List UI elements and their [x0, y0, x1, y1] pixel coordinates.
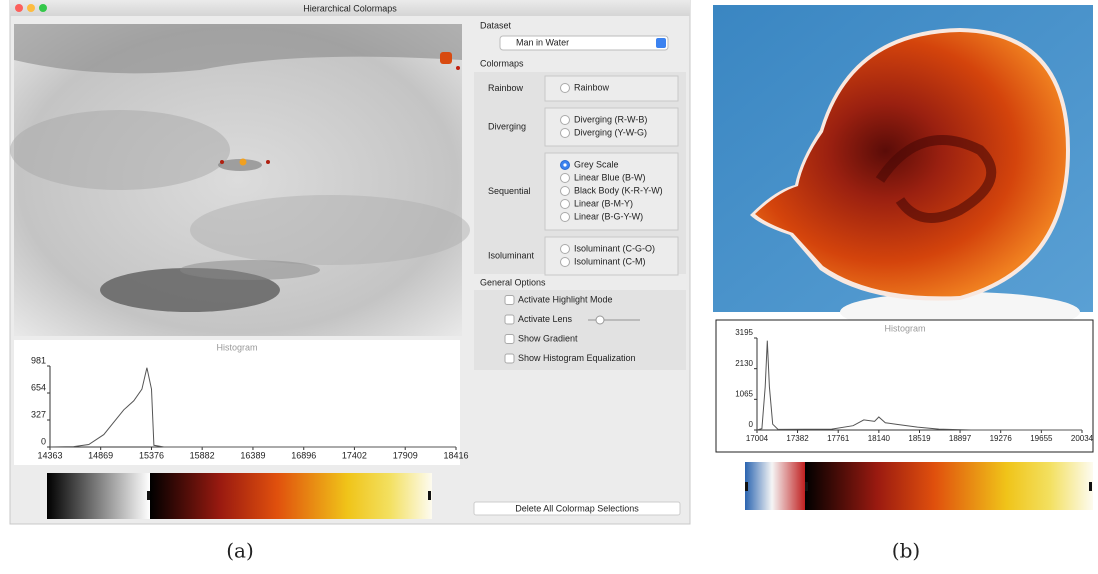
checkbox[interactable] [505, 335, 514, 344]
radio-button[interactable] [561, 200, 570, 209]
checkbox[interactable] [505, 296, 514, 305]
colormap-handle[interactable] [147, 491, 150, 500]
group-label: Rainbow [488, 83, 524, 93]
colormap-handle[interactable] [805, 482, 808, 491]
dropdown-value: Man in Water [516, 37, 569, 47]
radio-label: Diverging (R-W-B) [574, 114, 647, 124]
x-tick-label: 18416 [443, 450, 468, 460]
colormap-handle[interactable] [745, 482, 748, 491]
group-label: Diverging [488, 121, 526, 131]
x-tick-label: 16896 [291, 450, 316, 460]
section-label: Colormaps [480, 58, 524, 68]
section-label: Dataset [480, 20, 512, 30]
thermal-image [713, 5, 1093, 332]
colormap-handle[interactable] [428, 491, 431, 500]
radio-label: Black Body (K-R-Y-W) [574, 185, 663, 195]
x-tick-label: 17909 [393, 450, 418, 460]
x-tick-label: 17402 [342, 450, 367, 460]
checkbox-label: Show Gradient [518, 333, 578, 343]
group-label: Isoluminant [488, 250, 535, 260]
radio-label: Linear (B-G-Y-W) [574, 211, 643, 221]
x-tick-label: 18897 [949, 434, 972, 443]
x-tick-label: 19276 [990, 434, 1013, 443]
minimize-button[interactable] [27, 4, 35, 12]
radio-button[interactable] [561, 258, 570, 267]
x-tick-label: 14869 [88, 450, 113, 460]
checkbox[interactable] [505, 315, 514, 324]
group-label: Sequential [488, 186, 531, 196]
x-tick-label: 16389 [240, 450, 265, 460]
x-tick-label: 17761 [827, 434, 850, 443]
radio-label: Linear Blue (B-W) [574, 172, 646, 182]
close-button[interactable] [15, 4, 23, 12]
section-label: General Options [480, 277, 546, 287]
radio-label: Rainbow [574, 82, 610, 92]
radio-label: Isoluminant (C-M) [574, 256, 646, 266]
radio-button[interactable] [561, 213, 570, 222]
colormap-segment [150, 473, 432, 519]
y-tick-label: 0 [749, 420, 754, 429]
radio-button[interactable] [561, 187, 570, 196]
x-tick-label: 17004 [746, 434, 769, 443]
x-tick-label: 19655 [1030, 434, 1053, 443]
checkbox-label: Activate Lens [518, 314, 573, 324]
radio-label: Isoluminant (C-G-O) [574, 243, 655, 253]
radio-button[interactable] [561, 84, 570, 93]
y-tick-label: 1065 [735, 389, 753, 398]
radio-button[interactable] [561, 245, 570, 254]
histogram-panel [14, 340, 460, 465]
y-tick-label: 0 [41, 436, 46, 446]
radio-label: Linear (B-M-Y) [574, 198, 633, 208]
checkbox-label: Show Histogram Equalization [518, 353, 636, 363]
radio-button[interactable] [561, 129, 570, 138]
window-title: Hierarchical Colormaps [303, 3, 397, 13]
x-tick-label: 15376 [139, 450, 164, 460]
radio-button[interactable] [561, 174, 570, 183]
zoom-button[interactable] [39, 4, 47, 12]
caption: (b) [892, 539, 920, 563]
checkbox[interactable] [505, 354, 514, 363]
caption: (a) [226, 539, 254, 563]
colormap-segment [745, 462, 805, 510]
radio-button[interactable] [561, 116, 570, 125]
x-tick-label: 17382 [786, 434, 809, 443]
x-tick-label: 18140 [868, 434, 891, 443]
y-tick-label: 981 [31, 355, 46, 365]
colormap-segment [805, 462, 1093, 510]
x-tick-label: 20034 [1071, 434, 1094, 443]
radio-label: Diverging (Y-W-G) [574, 127, 647, 137]
colormap-handle[interactable] [1089, 482, 1092, 491]
x-tick-label: 15882 [190, 450, 215, 460]
y-tick-label: 327 [31, 409, 46, 419]
y-tick-label: 3195 [735, 328, 753, 337]
y-tick-label: 654 [31, 382, 46, 392]
y-tick-label: 2130 [735, 359, 753, 368]
histogram-panel [716, 320, 1093, 452]
checkbox-label: Activate Highlight Mode [518, 294, 613, 304]
x-tick-label: 18519 [908, 434, 931, 443]
lens-slider-knob[interactable] [596, 316, 604, 324]
radio-dot [563, 163, 566, 166]
x-tick-label: 14363 [37, 450, 62, 460]
radio-label: Grey Scale [574, 159, 619, 169]
histogram-title: Histogram [884, 323, 925, 333]
button-label: Delete All Colormap Selections [515, 503, 639, 513]
colormap-segment [47, 473, 150, 519]
histogram-title: Histogram [216, 342, 257, 352]
thermal-image [10, 24, 470, 336]
figure: Hierarchical Colormaps Histogram 14363 14… [0, 0, 1098, 569]
dropdown-arrow[interactable] [656, 38, 666, 48]
